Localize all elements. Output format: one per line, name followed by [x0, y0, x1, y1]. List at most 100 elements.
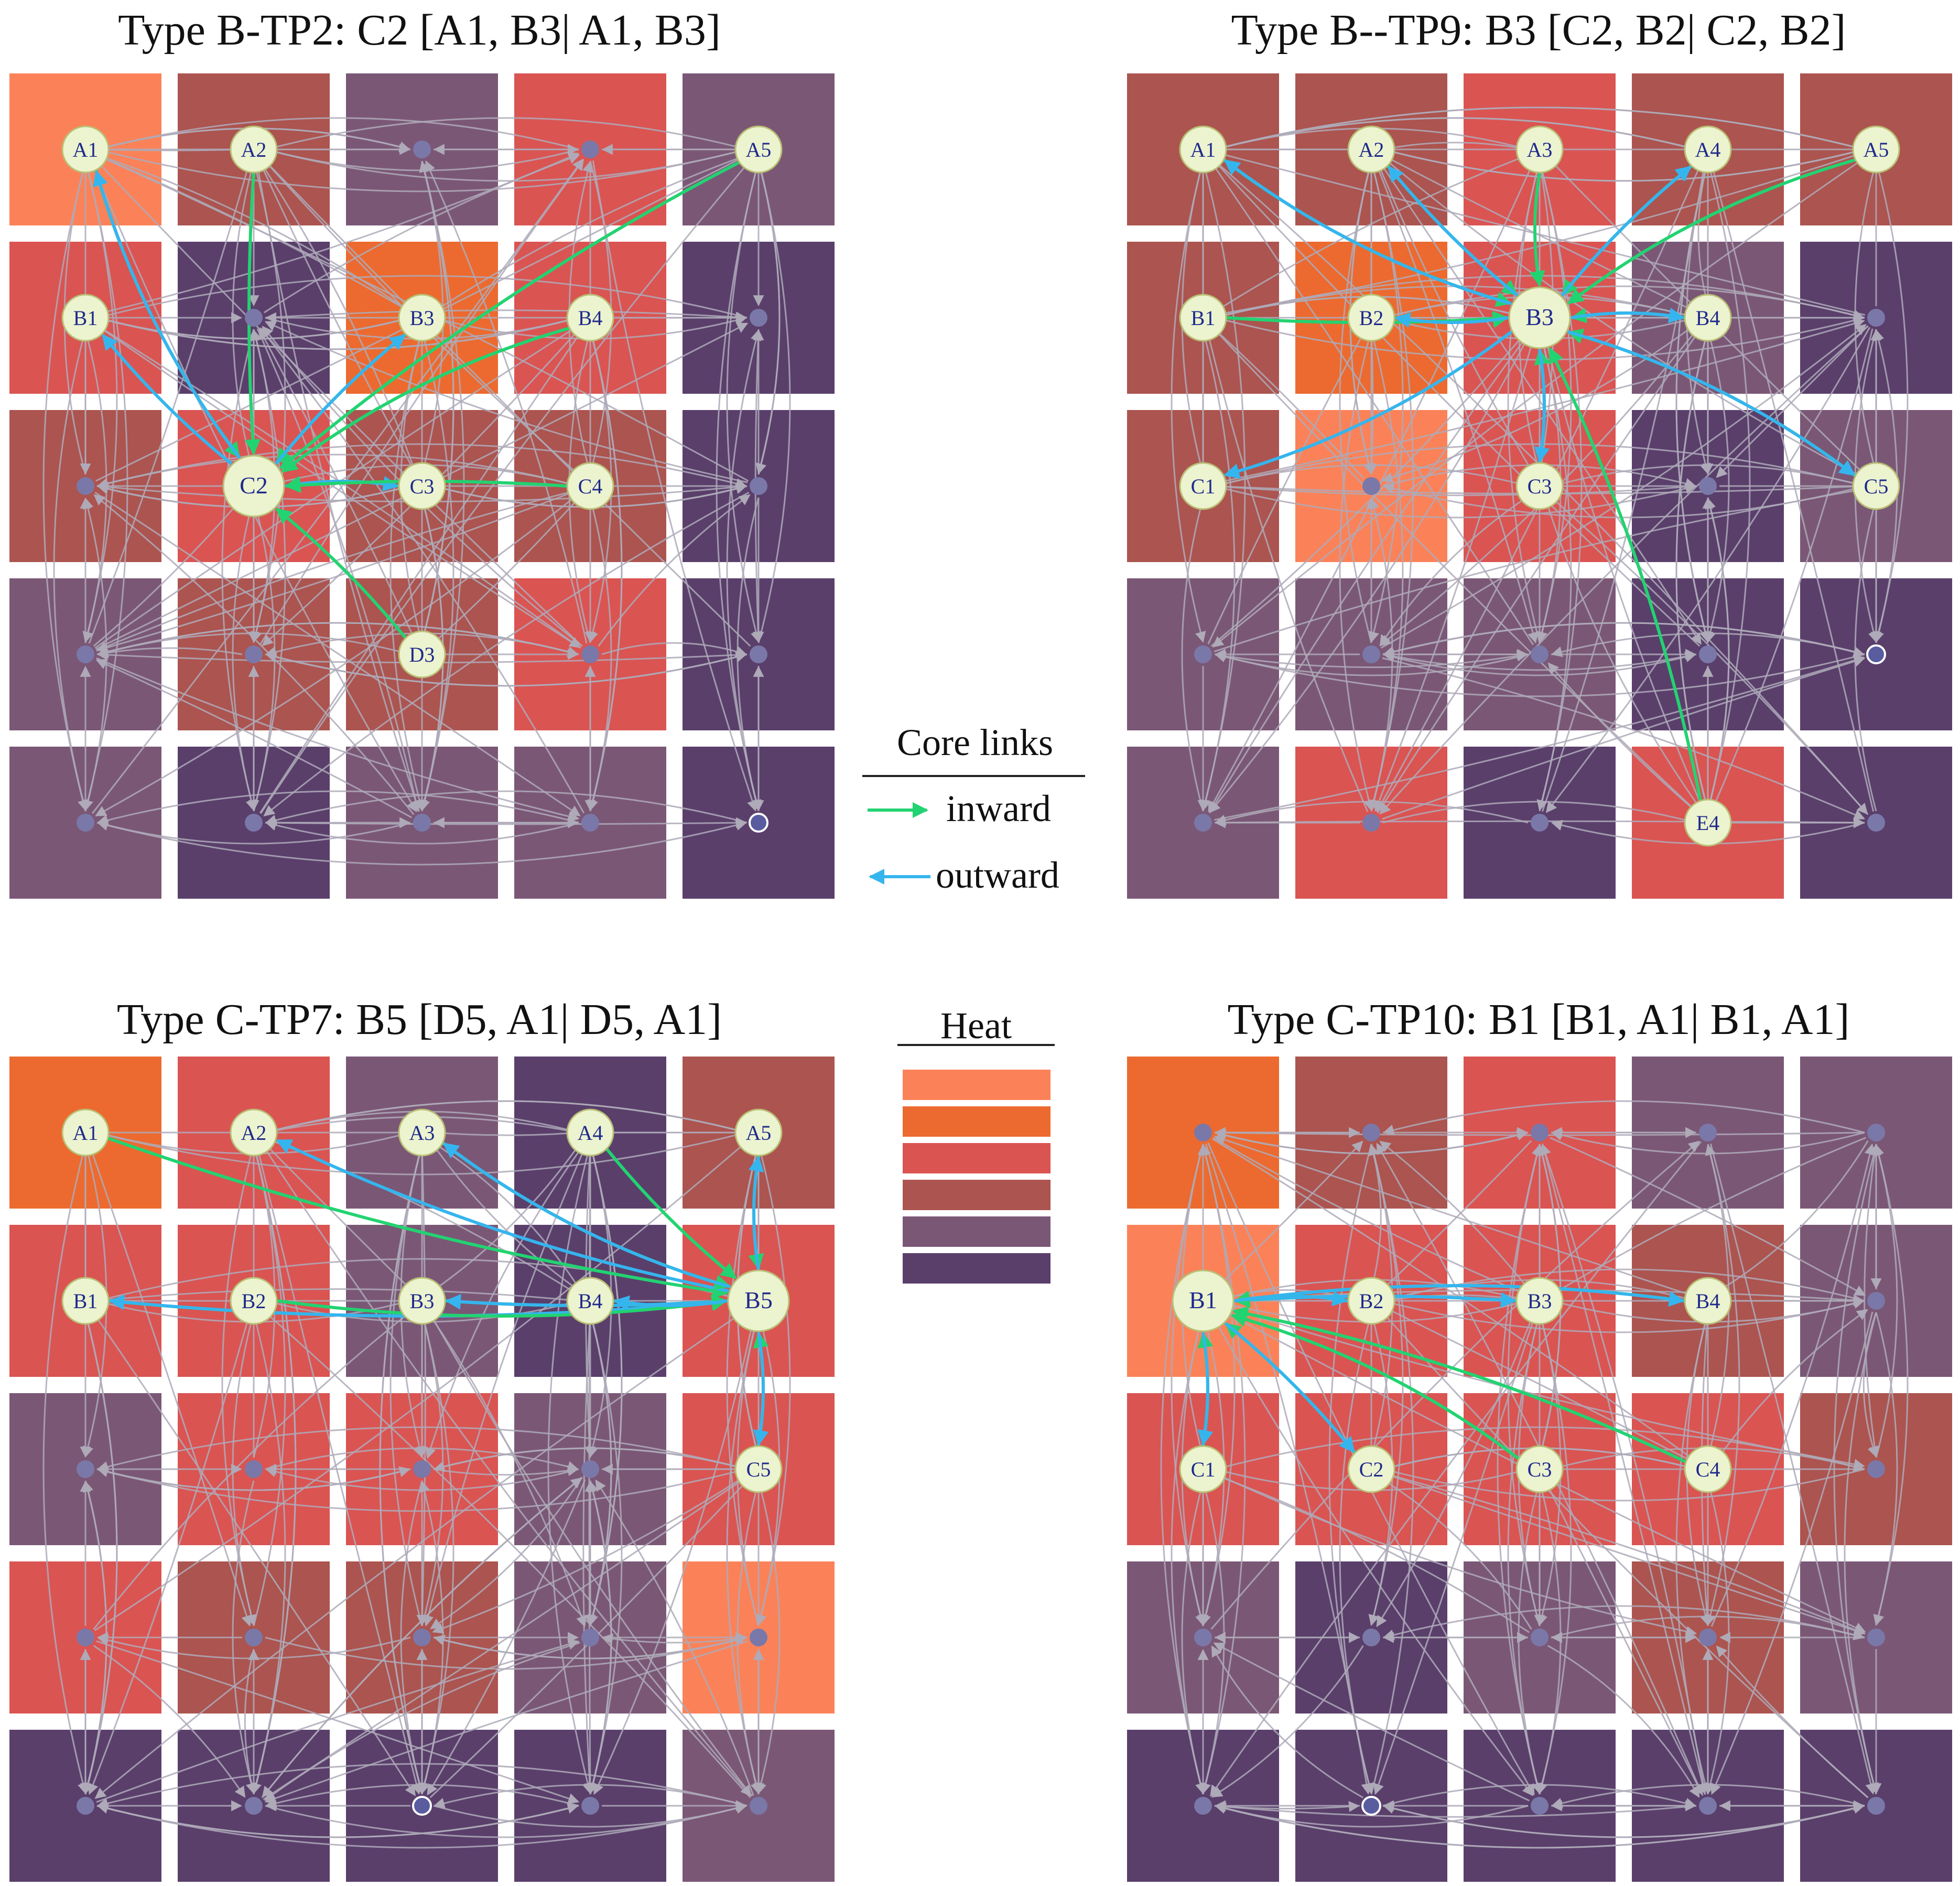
- node-C5[interactable]: C5: [1852, 462, 1900, 510]
- node-E4[interactable]: [581, 1797, 599, 1815]
- node-E1[interactable]: [77, 814, 94, 832]
- node-A4[interactable]: A4: [1684, 125, 1732, 174]
- node-E5[interactable]: [750, 1797, 767, 1815]
- node-C5[interactable]: [1867, 1460, 1885, 1478]
- node-D2[interactable]: [245, 645, 263, 663]
- node-A3[interactable]: [1531, 1124, 1548, 1141]
- node-E1[interactable]: [1194, 814, 1212, 832]
- node-C4[interactable]: [581, 1460, 599, 1478]
- node-A1[interactable]: [1194, 1124, 1212, 1141]
- node-C4[interactable]: C4: [566, 462, 614, 510]
- node-D1[interactable]: [1194, 1629, 1212, 1646]
- node-E5[interactable]: [749, 813, 768, 833]
- node-D5[interactable]: [750, 1629, 767, 1646]
- node-C2[interactable]: C2: [222, 455, 285, 518]
- node-B4[interactable]: B4: [566, 294, 614, 342]
- node-C2[interactable]: C2: [1347, 1445, 1395, 1493]
- node-A4[interactable]: [581, 141, 599, 158]
- node-B2[interactable]: B2: [1347, 1277, 1395, 1325]
- node-D5[interactable]: [1866, 644, 1886, 664]
- node-D4[interactable]: [581, 645, 599, 663]
- node-E3[interactable]: [1531, 814, 1548, 832]
- node-B3[interactable]: B3: [398, 294, 446, 342]
- node-A2[interactable]: [1362, 1124, 1380, 1141]
- node-D3[interactable]: [1531, 1629, 1548, 1646]
- node-D1[interactable]: [77, 1629, 94, 1646]
- node-B4[interactable]: B4: [566, 1277, 614, 1325]
- node-B4[interactable]: B4: [1684, 1277, 1732, 1325]
- node-A3[interactable]: A3: [1515, 125, 1564, 174]
- node-A1[interactable]: A1: [61, 125, 110, 174]
- node-E4[interactable]: [581, 814, 599, 832]
- node-E4[interactable]: E4: [1684, 799, 1732, 847]
- node-A5[interactable]: A5: [734, 125, 783, 174]
- node-E2[interactable]: [1362, 814, 1380, 832]
- node-B3[interactable]: B3: [1515, 1277, 1564, 1325]
- node-B1[interactable]: B1: [1179, 294, 1227, 342]
- node-A5[interactable]: [1867, 1124, 1885, 1141]
- node-C2[interactable]: [1362, 477, 1380, 495]
- node-C5[interactable]: [750, 477, 767, 495]
- node-C1[interactable]: C1: [1179, 1445, 1227, 1493]
- node-E3[interactable]: [412, 1796, 432, 1816]
- node-A1[interactable]: A1: [1179, 125, 1227, 174]
- node-E3[interactable]: [413, 814, 431, 832]
- node-C1[interactable]: C1: [1179, 462, 1227, 510]
- node-E1[interactable]: [77, 1797, 94, 1815]
- node-A3[interactable]: A3: [398, 1108, 446, 1157]
- node-C5[interactable]: C5: [734, 1445, 783, 1493]
- node-D1[interactable]: [1194, 645, 1212, 663]
- node-E2[interactable]: [245, 814, 263, 832]
- node-B1[interactable]: B1: [61, 294, 110, 342]
- node-C3[interactable]: C3: [1515, 1445, 1564, 1493]
- node-E5[interactable]: [1867, 1797, 1885, 1815]
- node-B5[interactable]: B5: [727, 1269, 790, 1332]
- node-B4[interactable]: B4: [1684, 294, 1732, 342]
- node-A4[interactable]: A4: [566, 1108, 614, 1157]
- node-C4[interactable]: [1699, 477, 1717, 495]
- node-B1[interactable]: B1: [61, 1277, 110, 1325]
- node-D1[interactable]: [77, 645, 94, 663]
- node-B5[interactable]: [1867, 1292, 1885, 1310]
- node-D2[interactable]: [1362, 1629, 1380, 1646]
- node-E2[interactable]: [245, 1797, 263, 1815]
- node-D5[interactable]: [1867, 1629, 1885, 1646]
- node-C4[interactable]: C4: [1684, 1445, 1732, 1493]
- node-B3[interactable]: B3: [1508, 286, 1571, 349]
- node-C3[interactable]: C3: [398, 462, 446, 510]
- node-D2[interactable]: [245, 1629, 263, 1646]
- node-D4[interactable]: [581, 1629, 599, 1646]
- node-A2[interactable]: A2: [230, 125, 278, 174]
- node-C3[interactable]: C3: [1515, 462, 1564, 510]
- node-A2[interactable]: A2: [1347, 125, 1395, 174]
- node-E3[interactable]: [1531, 1797, 1548, 1815]
- node-C1[interactable]: [77, 477, 94, 495]
- node-B2[interactable]: [245, 309, 263, 327]
- node-B5[interactable]: [750, 309, 767, 327]
- node-A1[interactable]: A1: [61, 1108, 110, 1157]
- node-E5[interactable]: [1867, 814, 1885, 832]
- node-A3[interactable]: [413, 141, 431, 158]
- node-D3[interactable]: D3: [398, 630, 446, 678]
- node-A4[interactable]: [1699, 1124, 1717, 1141]
- node-D2[interactable]: [1362, 645, 1380, 663]
- node-E4[interactable]: [1699, 1797, 1717, 1815]
- node-B5[interactable]: [1867, 309, 1885, 327]
- node-B2[interactable]: B2: [1347, 294, 1395, 342]
- node-C2[interactable]: [245, 1460, 263, 1478]
- node-D4[interactable]: [1699, 1629, 1717, 1646]
- node-D5[interactable]: [750, 645, 767, 663]
- node-B1[interactable]: B1: [1172, 1269, 1235, 1332]
- node-A5[interactable]: A5: [734, 1108, 783, 1157]
- node-A2[interactable]: A2: [230, 1108, 278, 1157]
- node-A5[interactable]: A5: [1852, 125, 1900, 174]
- node-B2[interactable]: B2: [230, 1277, 278, 1325]
- node-E2[interactable]: [1361, 1796, 1381, 1816]
- node-B3[interactable]: B3: [398, 1277, 446, 1325]
- node-C3[interactable]: [413, 1460, 431, 1478]
- node-D4[interactable]: [1699, 645, 1717, 663]
- node-D3[interactable]: [1531, 645, 1548, 663]
- node-C1[interactable]: [77, 1460, 94, 1478]
- node-E1[interactable]: [1194, 1797, 1212, 1815]
- node-D3[interactable]: [413, 1629, 431, 1646]
